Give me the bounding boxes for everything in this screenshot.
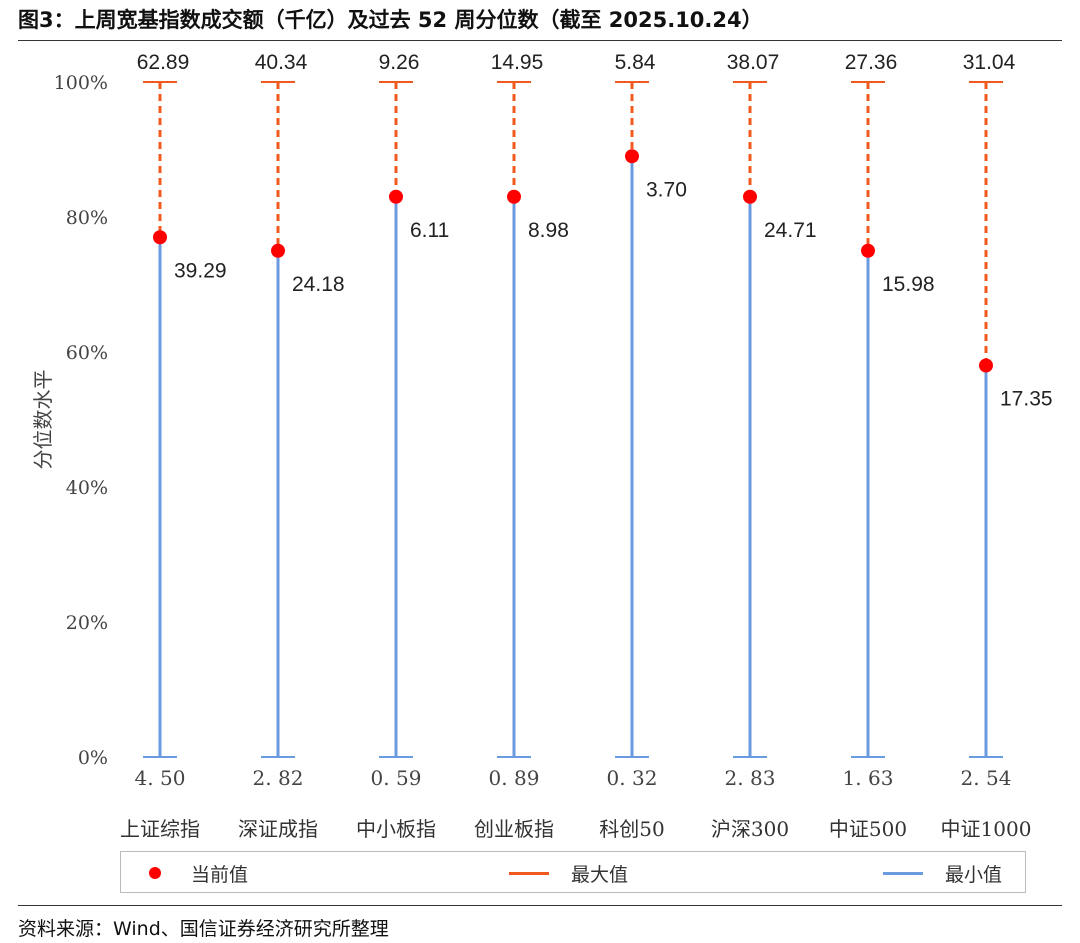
- current-value-label: 15.98: [882, 273, 935, 296]
- current-value-label: 3.70: [646, 178, 687, 201]
- legend-max-label: 最大值: [571, 863, 629, 886]
- current-point: [625, 149, 639, 164]
- current-point: [153, 230, 167, 245]
- min-value-label: 0. 59: [371, 766, 422, 790]
- legend-min-label: 最小值: [945, 863, 1003, 886]
- y-tick-label: 100%: [54, 72, 108, 94]
- category-label: 沪深300: [711, 817, 789, 841]
- min-value-label: 0. 89: [489, 766, 540, 790]
- legend-item-min: 最小值: [883, 860, 1002, 886]
- y-tick-label: 60%: [66, 342, 108, 364]
- figure-title: 图3：上周宽基指数成交额（千亿）及过去 52 周分位数（截至 2025.10.2…: [18, 8, 763, 32]
- y-axis-title: 分位数水平: [31, 370, 55, 470]
- category-label: 科创50: [599, 817, 664, 841]
- current-value-label: 6.11: [410, 219, 449, 242]
- current-value-label: 24.71: [764, 219, 817, 242]
- current-point: [271, 243, 285, 258]
- range-chart: 0% 20% 40% 60% 80% 100% 分位数水平 62.89 39.29 4. 50 上证…: [31, 51, 1053, 841]
- current-point: [861, 243, 875, 258]
- category-label: 深证成指: [238, 817, 318, 841]
- max-value-label: 62.89: [137, 51, 190, 74]
- legend-item-current: 当前值: [149, 860, 248, 886]
- current-value-label: 8.98: [528, 219, 569, 242]
- max-value-label: 9.26: [379, 51, 420, 74]
- min-value-label: 2. 82: [253, 766, 304, 790]
- current-value-label: 39.29: [174, 259, 227, 282]
- min-value-label: 4. 50: [135, 766, 186, 790]
- category-label: 中证500: [829, 817, 907, 841]
- current-point: [389, 189, 403, 204]
- legend-item-max: 最大值: [509, 860, 628, 886]
- category-label: 中小板指: [356, 817, 436, 841]
- min-value-label: 0. 32: [607, 766, 658, 790]
- top-rule: [18, 40, 1062, 41]
- max-value-label: 31.04: [963, 51, 1016, 74]
- y-tick-label: 20%: [66, 612, 108, 634]
- current-point: [979, 358, 993, 373]
- min-value-label: 2. 83: [725, 766, 776, 790]
- current-value-label: 17.35: [1000, 388, 1053, 411]
- y-tick-label: 0%: [78, 747, 108, 769]
- category-label: 中证1000: [941, 817, 1032, 841]
- category-label: 创业板指: [474, 817, 554, 841]
- y-tick-label: 80%: [66, 207, 108, 229]
- legend-max-marker: [509, 871, 549, 875]
- legend-min-marker: [883, 871, 923, 875]
- category-label: 上证综指: [120, 817, 200, 841]
- min-value-label: 1. 63: [843, 766, 894, 790]
- current-point: [743, 189, 757, 204]
- max-value-label: 38.07: [727, 51, 780, 74]
- min-value-label: 2. 54: [961, 766, 1012, 790]
- current-value-label: 24.18: [292, 273, 345, 296]
- legend: 当前值 最大值 最小值: [120, 851, 1026, 893]
- max-value-label: 27.36: [845, 51, 898, 74]
- source-note: 资料来源：Wind、国信证券经济研究所整理: [18, 918, 389, 940]
- legend-current-marker: [149, 867, 161, 879]
- max-value-label: 40.34: [255, 51, 308, 74]
- bottom-rule: [18, 905, 1062, 906]
- max-value-label: 5.84: [615, 51, 656, 74]
- max-value-label: 14.95: [491, 51, 544, 74]
- current-point: [507, 189, 521, 204]
- legend-current-label: 当前值: [191, 863, 249, 886]
- y-tick-label: 40%: [66, 477, 108, 499]
